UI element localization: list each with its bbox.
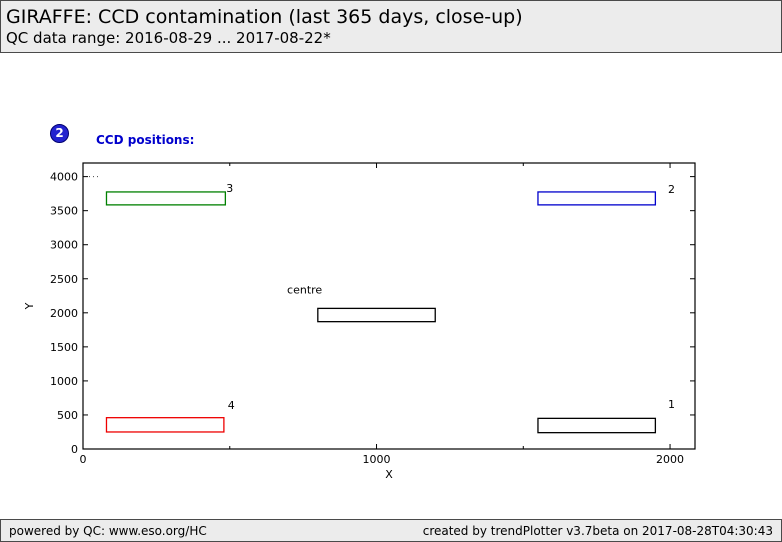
plot-frame [82, 162, 696, 450]
qc-data-range: QC data range: 2016-08-29 ... 2017-08-22… [6, 29, 331, 47]
ccd-box-label-3: 3 [226, 182, 233, 195]
footer-created-by: created by trendPlotter v3.7beta on 2017… [422, 523, 773, 538]
ccd-box-1 [537, 417, 657, 434]
ccd-box-label-centre: centre [287, 284, 322, 297]
footer-powered-by: powered by QC: www.eso.org/HC [9, 523, 207, 538]
ccd-box-3 [105, 191, 227, 206]
section-title: CCD positions: [96, 133, 195, 147]
ccd-box-2 [537, 191, 657, 206]
x-axis-tick-label: 2000 [656, 453, 684, 466]
y-axis-tick-label: 3500 [50, 205, 78, 218]
y-axis-tick-label: 4000 [50, 171, 78, 184]
ccd-box-4 [105, 417, 225, 433]
ccd-box-centre [317, 307, 436, 323]
y-axis-tick-label: 1500 [50, 341, 78, 354]
header-bar: GIRAFFE: CCD contamination (last 365 day… [0, 0, 782, 53]
x-axis-title: X [385, 468, 393, 481]
y-axis-tick-label: 500 [57, 409, 78, 422]
footer-bar: powered by QC: www.eso.org/HC created by… [0, 519, 782, 542]
y-axis-tick-label: 3000 [50, 239, 78, 252]
y-axis-title: Y [23, 302, 36, 310]
x-axis-tick-label: 1000 [363, 453, 391, 466]
page-title: GIRAFFE: CCD contamination (last 365 day… [6, 6, 523, 28]
ccd-box-label-1: 1 [668, 398, 675, 411]
y-axis-tick-label: 1000 [50, 375, 78, 388]
y-axis-tick-label: 2500 [50, 273, 78, 286]
y-axis-tick-label: 0 [71, 443, 78, 456]
ccd-box-label-4: 4 [228, 399, 235, 412]
ccd-box-label-2: 2 [668, 183, 675, 196]
y-axis-tick-label: 2000 [50, 307, 78, 320]
x-axis-tick-label: 0 [80, 453, 87, 466]
section-badge[interactable]: 2 [50, 124, 69, 143]
